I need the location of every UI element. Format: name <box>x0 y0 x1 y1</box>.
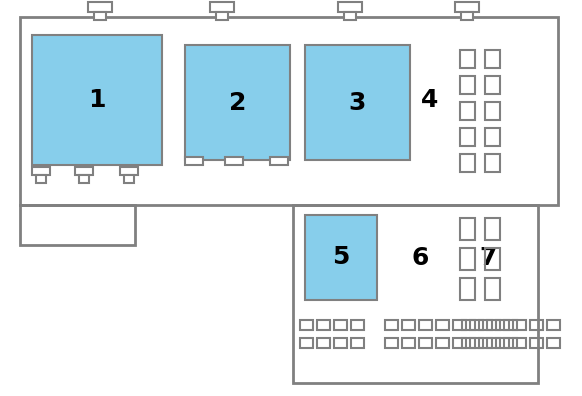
Bar <box>460 50 475 68</box>
Text: 3: 3 <box>349 91 366 114</box>
Bar <box>402 320 415 330</box>
Bar <box>300 320 313 330</box>
Bar <box>185 157 203 165</box>
Bar <box>185 45 290 160</box>
Bar <box>385 338 398 348</box>
Text: 5: 5 <box>332 246 350 270</box>
Bar <box>385 320 398 330</box>
Bar <box>210 2 234 12</box>
Bar <box>32 35 162 165</box>
Bar <box>338 2 362 12</box>
Bar <box>513 338 526 348</box>
Bar <box>547 320 560 330</box>
Bar <box>94 12 106 20</box>
Bar <box>496 338 509 348</box>
Bar <box>470 320 483 330</box>
Text: 4: 4 <box>421 88 439 112</box>
Bar <box>79 175 89 183</box>
Bar <box>461 12 473 20</box>
Bar <box>419 338 432 348</box>
Text: 7: 7 <box>480 246 496 270</box>
Bar <box>120 167 138 175</box>
Bar <box>453 338 466 348</box>
Bar <box>344 12 356 20</box>
Text: 2: 2 <box>229 91 246 114</box>
Bar <box>436 338 449 348</box>
Bar <box>402 338 415 348</box>
Bar <box>334 320 347 330</box>
Bar <box>88 2 112 12</box>
Bar <box>485 248 500 270</box>
Bar <box>479 338 492 348</box>
Bar <box>225 157 243 165</box>
Bar <box>351 320 364 330</box>
Bar <box>496 320 509 330</box>
Bar <box>455 2 479 12</box>
Bar <box>460 218 475 240</box>
Bar <box>504 320 517 330</box>
Bar <box>485 154 500 172</box>
Bar <box>485 102 500 120</box>
Bar <box>460 128 475 146</box>
Bar <box>530 338 543 348</box>
Bar <box>460 154 475 172</box>
Bar <box>300 338 313 348</box>
Bar <box>293 205 538 383</box>
Bar <box>216 12 228 20</box>
Bar <box>334 338 347 348</box>
Bar <box>460 278 475 300</box>
Bar <box>460 102 475 120</box>
Bar <box>487 320 500 330</box>
Bar <box>485 128 500 146</box>
Bar <box>36 175 46 183</box>
Text: 1: 1 <box>88 88 106 112</box>
Bar <box>485 50 500 68</box>
Bar <box>351 338 364 348</box>
Bar <box>547 338 560 348</box>
Bar <box>453 320 466 330</box>
Bar <box>485 76 500 94</box>
Bar <box>462 320 475 330</box>
Bar <box>485 218 500 240</box>
Bar <box>20 205 135 245</box>
Bar <box>305 45 410 160</box>
Bar <box>75 167 93 175</box>
Bar <box>479 320 492 330</box>
Bar <box>317 320 330 330</box>
Text: 6: 6 <box>411 246 429 270</box>
Bar <box>470 338 483 348</box>
Bar <box>436 320 449 330</box>
Bar <box>530 320 543 330</box>
Bar <box>270 157 288 165</box>
Bar <box>460 76 475 94</box>
Bar <box>504 338 517 348</box>
Bar <box>20 17 558 205</box>
Bar <box>487 338 500 348</box>
Bar <box>460 248 475 270</box>
Bar <box>305 215 377 300</box>
Bar <box>124 175 134 183</box>
Bar <box>485 278 500 300</box>
Bar <box>513 320 526 330</box>
Bar <box>317 338 330 348</box>
Bar <box>32 167 50 175</box>
Bar <box>462 338 475 348</box>
Bar <box>419 320 432 330</box>
